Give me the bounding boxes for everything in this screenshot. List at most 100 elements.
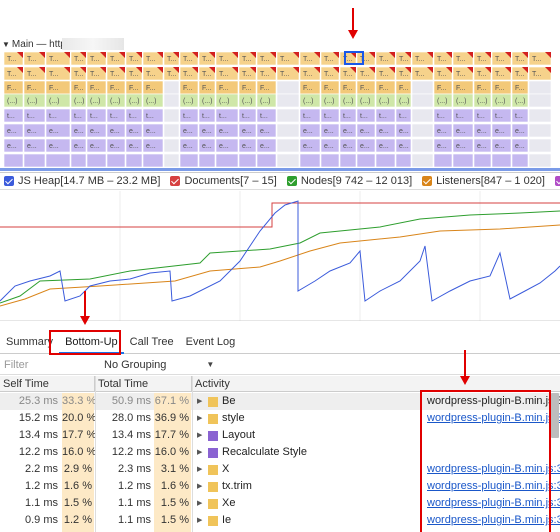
legend-item[interactable]: Nodes[9 742 – 12 013] <box>286 175 412 187</box>
expand-arrow-icon[interactable]: ▶ <box>197 517 203 524</box>
flame-cell-label: e... <box>242 143 252 150</box>
source-link[interactable]: wordpress-plugin-B.min.js:3 <box>427 463 560 475</box>
flame-cell-label: T... <box>242 56 251 63</box>
flame-cell-label: e... <box>495 128 505 135</box>
source-link[interactable]: wordpress-plugin-B.min.js:3 <box>427 497 560 509</box>
flame-cell-label: e... <box>90 143 100 150</box>
flame-cell <box>198 66 216 81</box>
expand-arrow-icon[interactable]: ▶ <box>197 449 203 456</box>
flame-chart[interactable]: ▼ Main — https: T... T... T... T... T... T... T… <box>0 36 560 171</box>
flame-cell <box>395 108 412 123</box>
flame-cell-label: F... <box>202 85 211 92</box>
flame-cell-label: t... <box>303 113 311 120</box>
long-task-marker <box>293 52 299 58</box>
flame-cell <box>70 138 87 153</box>
long-task-marker <box>119 52 125 58</box>
tab-call-tree[interactable]: Call Tree <box>129 335 174 348</box>
tab-bottom-up[interactable]: Bottom-Up <box>59 330 124 354</box>
checkbox-icon[interactable] <box>554 176 560 186</box>
table-row[interactable]: 0.9 ms 1.2 % 1.1 ms 1.5 % ▶ Ie wordpress-plugi… <box>0 512 560 529</box>
flame-cell <box>125 108 143 123</box>
flame-cell-label: T... <box>456 56 465 63</box>
flame-cell-label: T... <box>242 71 251 78</box>
flame-cell <box>142 123 164 138</box>
source-link[interactable]: wordpress-plugin-B.min.js:3 <box>427 395 560 407</box>
flame-cell-label: T... <box>379 71 388 78</box>
checkbox-icon[interactable] <box>422 176 433 186</box>
flame-cell <box>86 108 107 123</box>
long-task-marker <box>173 52 179 58</box>
checkbox-icon[interactable] <box>170 176 181 186</box>
flame-cell <box>375 108 396 123</box>
flame-cell-label: e... <box>183 128 193 135</box>
flame-cell-label: (...) <box>324 98 335 105</box>
expand-arrow-icon[interactable]: ▶ <box>197 500 203 507</box>
tab-summary[interactable]: Summary <box>6 335 54 348</box>
flame-cell-label: F... <box>242 85 251 92</box>
flame-cell-label: T... <box>183 71 192 78</box>
legend-item[interactable]: JS Heap[14.7 MB – 23.2 MB] <box>4 175 160 187</box>
flame-cell <box>142 108 164 123</box>
activity-name: Ie <box>222 514 232 526</box>
grouping-select[interactable]: No Grouping ▼ <box>104 359 214 371</box>
long-task-marker <box>157 67 163 73</box>
expand-arrow-icon[interactable]: ▶ <box>197 466 203 473</box>
flame-chart-canvas[interactable]: T... T... T... T... T... T... T... T... T... T...… <box>0 36 560 171</box>
legend-item[interactable]: Documents[7 – 15] <box>170 175 277 187</box>
checkbox-icon[interactable] <box>286 176 297 186</box>
flame-cell-label: T... <box>110 71 119 78</box>
expand-arrow-icon[interactable]: ▶ <box>197 432 203 439</box>
long-task-marker <box>545 67 551 73</box>
checkbox-icon[interactable] <box>4 176 14 186</box>
table-row[interactable]: 1.1 ms 1.5 % 1.1 ms 1.5 % ▶ Xe wordpress-plugi… <box>0 495 560 512</box>
expand-triangle-icon[interactable]: ▼ <box>2 40 10 49</box>
listeners-line <box>0 224 560 307</box>
flame-cell-label: T... <box>49 71 58 78</box>
flame-cell <box>411 108 434 123</box>
tab-event-log[interactable]: Event Log <box>185 335 236 348</box>
long-task-marker <box>350 67 356 73</box>
flame-cell <box>179 93 199 108</box>
flame-cell-label: (...) <box>360 98 371 105</box>
flame-cell-label: t... <box>515 113 523 120</box>
flame-cell <box>433 153 453 168</box>
expand-arrow-icon[interactable]: ▶ <box>197 415 203 422</box>
source-link[interactable]: wordpress-plugin-B.min.js:3 <box>427 480 560 492</box>
filter-input[interactable] <box>4 356 94 373</box>
flame-cell-label: T... <box>280 71 289 78</box>
flame-cell-label: e... <box>360 143 370 150</box>
column-self-time[interactable]: Self Time <box>0 376 95 392</box>
expand-arrow-icon[interactable]: ▶ <box>197 398 203 405</box>
flame-cell <box>411 138 434 153</box>
flame-cell <box>163 138 180 153</box>
table-scrollbar[interactable] <box>551 393 559 438</box>
long-task-marker <box>333 67 339 73</box>
column-total-time[interactable]: Total Time <box>95 376 192 392</box>
flame-cell-label: e... <box>146 143 156 150</box>
source-link[interactable]: wordpress-plugin-B.min.js:3 <box>427 412 560 424</box>
table-row[interactable]: 13.4 ms 17.7 % 13.4 ms 17.7 % ▶ Layout <box>0 427 560 444</box>
main-thread-label[interactable]: ▼ Main — https: <box>2 39 74 50</box>
flame-cell <box>299 93 321 108</box>
total-time-ms: 1.1 ms <box>117 497 151 509</box>
column-activity[interactable]: Activity <box>195 378 230 390</box>
flame-cell <box>238 123 257 138</box>
source-link[interactable]: wordpress-plugin-B.min.js:3 <box>427 514 560 526</box>
legend-item[interactable]: Listeners[847 – 1 020] <box>422 175 545 187</box>
flame-cell <box>452 138 474 153</box>
table-row[interactable]: 1.2 ms 1.6 % 1.2 ms 1.6 % ▶ tx.trim wordpress-… <box>0 478 560 495</box>
long-task-marker <box>522 67 528 73</box>
flame-cell <box>511 51 529 66</box>
legend-item[interactable]: GPU Memory <box>554 175 560 187</box>
table-row[interactable]: 15.2 ms 20.0 % 28.0 ms 36.9 % ▶ style wordpres… <box>0 410 560 427</box>
flame-cell <box>86 123 107 138</box>
flame-cell <box>356 153 376 168</box>
expand-arrow-icon[interactable]: ▶ <box>197 483 203 490</box>
total-time-pct: 67.1 % <box>154 393 191 410</box>
flame-cell <box>23 66 46 81</box>
flame-cell <box>299 153 321 168</box>
total-time-ms: 1.2 ms <box>117 480 151 492</box>
flame-cell <box>70 93 87 108</box>
table-row[interactable]: 12.2 ms 16.0 % 12.2 ms 16.0 % ▶ Recalculate S… <box>0 444 560 461</box>
